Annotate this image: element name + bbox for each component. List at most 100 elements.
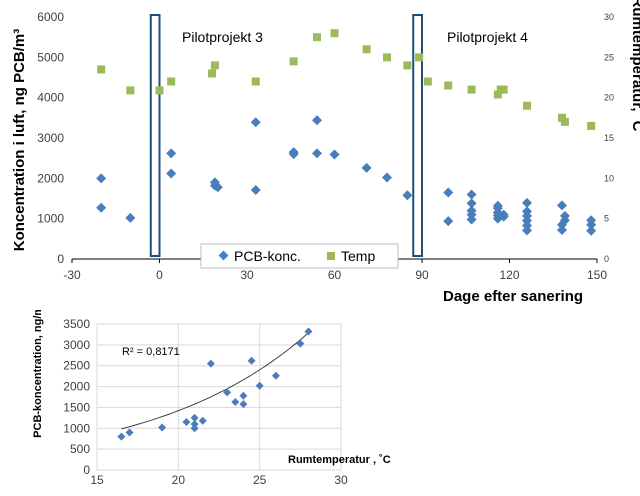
temp-point (499, 85, 508, 94)
pcb-series (96, 115, 597, 236)
pilot-label-4: Pilotprojekt 4 (447, 29, 528, 45)
temp-point (251, 77, 260, 86)
x-tick-label: 30 (240, 268, 254, 282)
pcb-point (402, 190, 413, 201)
y-tick-label: 3000 (37, 131, 64, 145)
pcb-point (586, 219, 597, 230)
pcb-point (250, 117, 261, 128)
y-tick-label: 4000 (37, 91, 64, 105)
y-tick-label: 2000 (63, 380, 90, 394)
temp-point (467, 85, 476, 94)
temp-point (208, 69, 216, 78)
temp-point (330, 29, 339, 38)
legend-box (200, 243, 399, 269)
pcb-point (212, 182, 223, 193)
pcb-point (158, 423, 167, 432)
temp-point (558, 113, 566, 122)
pcb-point (223, 388, 232, 397)
y-tick-label: 3000 (63, 338, 90, 352)
y-tick-label: 5000 (37, 50, 64, 64)
legend-label-temp: Temp (341, 248, 375, 264)
trendline (121, 332, 309, 430)
pcb-point (522, 225, 532, 236)
pcb-point (466, 198, 477, 209)
pcb-point (96, 173, 107, 184)
pcb-point (247, 356, 256, 365)
y-tick-label: 0 (57, 252, 64, 266)
pcb-point (304, 327, 313, 336)
grid (96, 323, 342, 471)
x-axis-title: Dage efter sanering (443, 288, 583, 305)
pcb-point (190, 424, 199, 433)
temp-point (97, 65, 106, 74)
y2-axis-title: Rumtemperatur, ˚C (629, 0, 640, 132)
pcb-point (166, 168, 177, 179)
x-tick-label: 120 (499, 268, 519, 282)
temp-point (383, 53, 391, 62)
pcb-point (231, 398, 240, 407)
pcb-point (125, 428, 134, 437)
pilot-box-2 (412, 14, 423, 257)
x-tick-label: 30 (334, 473, 348, 487)
y-tick-label: 1500 (63, 400, 90, 414)
pcb-point (239, 400, 248, 409)
x-tick-label: 20 (172, 473, 186, 487)
pcb-point (498, 211, 509, 222)
temp-point (126, 86, 135, 95)
pilot-box-1 (149, 14, 161, 257)
pcb-point (255, 381, 264, 390)
pilot-label-3: Pilotprojekt 3 (182, 29, 263, 45)
temp-point (403, 61, 412, 70)
pcb-point (586, 225, 597, 236)
x-tick-label: 150 (587, 268, 607, 282)
pcb-point (288, 149, 299, 160)
temp-point (444, 81, 453, 90)
y-tick-label: 1000 (63, 421, 90, 435)
temp-series (97, 29, 596, 130)
temp-point (362, 45, 371, 54)
pcb-point (166, 148, 177, 159)
y-tick-label: 2000 (37, 171, 64, 185)
pcb-points (117, 327, 313, 441)
pcb-point (312, 115, 322, 126)
y2-tick-label: 25 (604, 52, 614, 62)
legend-marker-pcb (218, 250, 229, 261)
y-axis-right: 0 5 10 15 20 25 30 (604, 12, 614, 264)
temp-point (210, 61, 219, 70)
y-tick-label: 6000 (37, 10, 64, 24)
pcb-point (96, 202, 107, 213)
pcb-point (443, 187, 454, 198)
pcb-point (522, 197, 532, 208)
legend-label-pcb: PCB-konc. (234, 248, 301, 264)
x-axis: 15 20 25 30 (90, 473, 348, 487)
legend: PCB-konc. Temp (200, 243, 399, 269)
pcb-point (329, 149, 340, 160)
pcb-point (382, 172, 392, 183)
temp-point (415, 53, 424, 62)
temp-point (167, 77, 176, 86)
temp-point (587, 121, 596, 130)
y2-tick-label: 30 (604, 12, 614, 22)
temp-point (560, 117, 569, 126)
pcb-point (361, 162, 372, 173)
temp-point (289, 57, 298, 66)
pcb-point (559, 215, 570, 226)
temp-point (155, 86, 164, 95)
y-tick-label: 2500 (63, 359, 90, 373)
y2-tick-label: 0 (604, 254, 609, 264)
y2-tick-label: 15 (604, 133, 614, 143)
r-squared-label: R² = 0,8171 (122, 346, 180, 358)
pcb-point (239, 391, 248, 400)
y2-tick-label: 5 (604, 214, 609, 224)
temp-point (523, 101, 531, 110)
pcb-point (557, 200, 567, 211)
trend-curve (121, 332, 309, 430)
pcb-point (296, 339, 305, 348)
x-tick-label: 60 (328, 268, 342, 282)
y-axis-left: 0 1000 2000 3000 4000 5000 6000 (37, 10, 64, 266)
pcb-point (117, 432, 126, 441)
pcb-point (466, 214, 477, 225)
y-tick-label: 3500 (63, 317, 90, 331)
pcb-point (190, 420, 199, 429)
x-tick-label: -30 (63, 268, 81, 282)
